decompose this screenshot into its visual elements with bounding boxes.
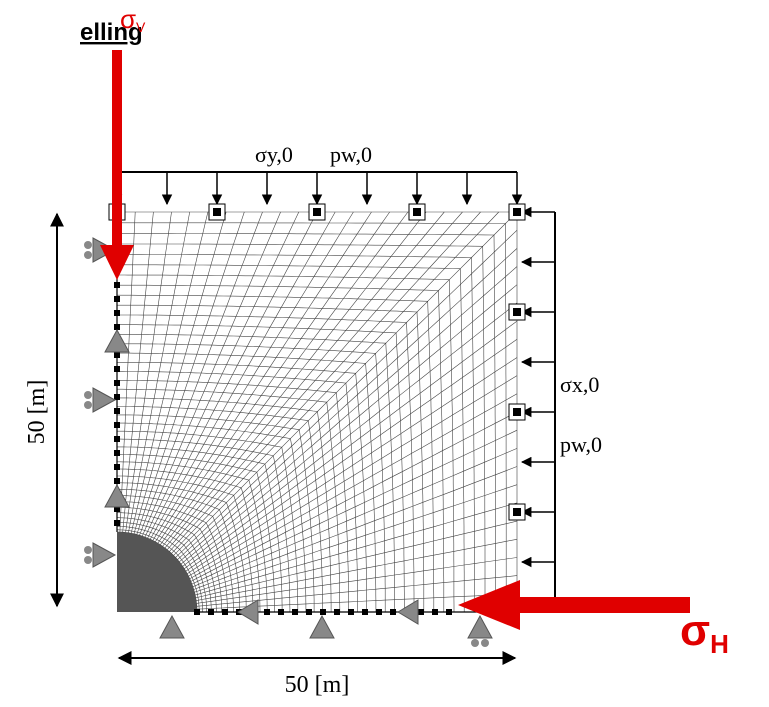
node — [114, 408, 120, 414]
mesh-line — [183, 303, 517, 567]
mesh-line — [187, 358, 517, 574]
support — [310, 616, 334, 638]
node — [114, 310, 120, 316]
node — [114, 352, 120, 358]
node — [513, 408, 521, 416]
node — [114, 478, 120, 484]
support — [238, 600, 258, 624]
support — [468, 616, 492, 638]
node — [390, 609, 396, 615]
node — [114, 450, 120, 456]
node — [114, 366, 120, 372]
support — [93, 543, 115, 567]
sigma-h-label: σH — [680, 606, 729, 659]
roller — [84, 401, 92, 409]
node — [513, 508, 521, 516]
node — [334, 609, 340, 615]
node — [306, 609, 312, 615]
node — [432, 609, 438, 615]
node — [446, 609, 452, 615]
mesh-line — [142, 212, 280, 536]
node — [313, 208, 321, 216]
mesh-line — [195, 485, 518, 593]
subscript: H — [710, 629, 729, 659]
symbol: σ — [680, 606, 710, 655]
roller — [84, 391, 92, 399]
node — [114, 296, 120, 302]
mesh-line — [163, 212, 427, 546]
node — [114, 422, 120, 428]
node — [513, 208, 521, 216]
mesh-line — [158, 212, 390, 543]
roller — [84, 251, 92, 259]
height-dimension: 50 [m] — [24, 380, 50, 445]
node — [114, 464, 120, 470]
roller — [84, 241, 92, 249]
top-stress-label: σy,0 — [255, 142, 293, 167]
sigma-h-arrow — [458, 580, 520, 630]
node — [114, 520, 120, 526]
roller — [471, 639, 479, 647]
sigma-v-arrow — [112, 50, 122, 245]
right-stress-label: σx,0 — [560, 372, 599, 397]
mesh-line — [134, 212, 226, 534]
node — [114, 380, 120, 386]
node — [264, 609, 270, 615]
width-dimension: 50 [m] — [285, 672, 350, 698]
mesh-line — [153, 212, 354, 541]
mesh-line — [176, 230, 517, 557]
mesh-line — [186, 339, 517, 571]
support — [93, 388, 115, 412]
mesh-line — [155, 212, 371, 542]
node — [278, 609, 284, 615]
sigma-v-label: σV — [120, 4, 146, 35]
top-pressure-label: pw,0 — [330, 142, 372, 167]
subscript: V — [136, 19, 146, 35]
support — [398, 600, 418, 624]
sigma-v-arrow — [100, 245, 134, 280]
mesh-line — [169, 212, 480, 552]
support — [160, 616, 184, 638]
node — [413, 208, 421, 216]
node — [418, 609, 424, 615]
symbol: σ — [120, 4, 136, 34]
mesh-line — [172, 212, 499, 553]
node — [292, 609, 298, 615]
node — [376, 609, 382, 615]
roller — [84, 546, 92, 554]
right-pressure-label: pw,0 — [560, 432, 602, 457]
diagram: elling σV σH σy,0 pw,0 σx,0 pw,0 50 [m] … — [0, 0, 769, 707]
node — [320, 609, 326, 615]
node — [362, 609, 368, 615]
mesh — [117, 212, 517, 612]
mesh-line — [193, 448, 517, 586]
node — [114, 394, 120, 400]
node — [114, 436, 120, 442]
mesh-line — [189, 376, 518, 577]
sigma-h-arrow — [515, 597, 690, 613]
node — [208, 609, 214, 615]
node — [348, 609, 354, 615]
node — [222, 609, 228, 615]
mesh-line — [178, 248, 518, 559]
roller — [84, 556, 92, 564]
mesh-line — [195, 503, 517, 595]
node — [213, 208, 221, 216]
node — [513, 308, 521, 316]
node — [114, 282, 120, 288]
node — [194, 609, 200, 615]
support — [105, 330, 129, 352]
roller — [481, 639, 489, 647]
mesh-line — [137, 212, 245, 535]
